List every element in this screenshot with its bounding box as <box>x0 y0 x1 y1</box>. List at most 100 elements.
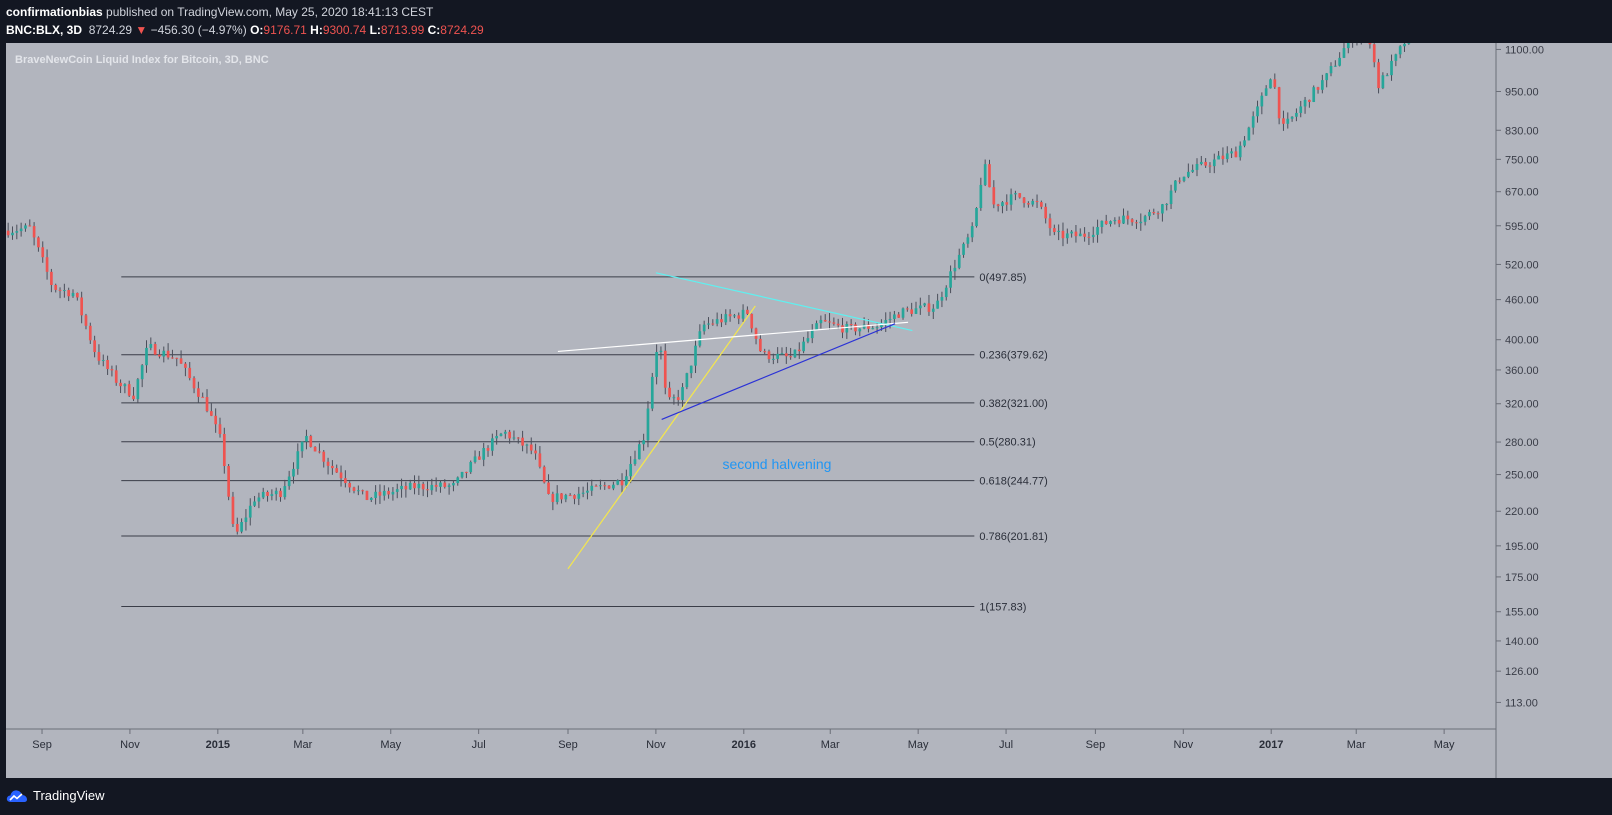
price-axis: 1100.00 950.00 830.00 750.00 670.00 595.00 520… <box>1496 44 1544 709</box>
candle-body <box>521 437 524 446</box>
candle-body <box>1372 44 1376 63</box>
candle-body <box>516 437 520 439</box>
candle-body <box>720 319 723 323</box>
candle-body <box>1204 161 1207 166</box>
candle-body <box>1100 220 1104 228</box>
down-arrow-icon: ▼ <box>135 23 148 37</box>
candle-body <box>612 484 615 489</box>
candle-body <box>179 358 183 364</box>
candle-body <box>819 319 823 324</box>
author-name[interactable]: confirmationbias <box>6 5 103 19</box>
candle-body <box>1230 151 1233 154</box>
candle-body <box>1264 88 1268 96</box>
candle-body <box>162 350 166 357</box>
candle-body <box>356 490 360 492</box>
time-tick-label: 2015 <box>206 739 230 751</box>
chart-area[interactable]: BraveNewCoin Liquid Index for Bitcoin, 3… <box>6 30 1612 778</box>
candle-body <box>1187 171 1190 177</box>
candle-body <box>884 320 888 324</box>
candle-body <box>1234 151 1238 158</box>
candle-body <box>1316 87 1320 90</box>
candle-body <box>210 411 213 416</box>
candle-body <box>270 494 274 496</box>
candle-body <box>1303 99 1307 107</box>
candle-body <box>136 379 140 400</box>
candle-body <box>1009 194 1013 205</box>
candle-body <box>1199 161 1203 164</box>
price-tick-label: 140.00 <box>1505 636 1539 648</box>
time-tick-label: Nov <box>1174 739 1194 751</box>
candle-body <box>1109 221 1112 225</box>
candle-body <box>1212 159 1216 167</box>
candle-body <box>551 493 555 503</box>
candle-body <box>1057 230 1060 233</box>
price-tick-label: 520.00 <box>1505 259 1539 271</box>
candle-body <box>1113 219 1117 222</box>
candle-body <box>378 491 382 496</box>
candle-body <box>45 257 49 272</box>
candle-body <box>231 496 235 524</box>
candle-body <box>806 338 810 342</box>
candle-body <box>802 341 805 352</box>
candle-body <box>512 437 516 439</box>
price-chart[interactable]: BraveNewCoin Liquid Index for Bitcoin, 3… <box>6 30 1612 778</box>
candle-body <box>106 360 109 370</box>
candle-body <box>1035 200 1039 203</box>
candle-body <box>1161 204 1164 214</box>
candle-body <box>944 287 948 298</box>
price-tick-label: 950.00 <box>1505 87 1539 99</box>
candle-body <box>1299 106 1303 113</box>
candle-body <box>1277 87 1281 119</box>
candle-body <box>698 331 702 346</box>
time-tick-label: Sep <box>32 739 52 751</box>
price-tick-label: 155.00 <box>1505 607 1539 619</box>
candle-body <box>1005 202 1009 205</box>
close-label: C: <box>427 23 441 37</box>
candle-body <box>348 483 352 488</box>
time-tick-label: Mar <box>821 739 840 751</box>
time-tick-label: Jul <box>999 739 1013 751</box>
candle-body <box>1251 116 1255 128</box>
candle-body <box>93 340 96 353</box>
fib-level-label: 0.382(321.00) <box>979 398 1048 410</box>
candle-body <box>1191 169 1195 172</box>
candle-body <box>1346 43 1350 49</box>
candle-body <box>300 441 304 452</box>
candle-body <box>478 456 481 460</box>
candle-body <box>41 247 45 258</box>
candle-body <box>1398 46 1402 55</box>
candles <box>6 30 1423 535</box>
candle-body <box>1018 193 1022 198</box>
fibonacci-retracement[interactable]: 0(497.85) 0.236(379.62) 0.382(321.00) 0.5(2… <box>121 272 1048 614</box>
time-tick-label: Nov <box>120 739 140 751</box>
candle-body <box>296 451 300 469</box>
candle-body <box>1390 60 1393 76</box>
candle-body <box>988 164 991 188</box>
candle-body <box>694 345 697 366</box>
price-tick-label: 595.00 <box>1505 221 1539 233</box>
candle-body <box>949 271 952 288</box>
candle-body <box>145 347 148 366</box>
candle-body <box>1342 48 1346 58</box>
price-tick-label: 113.00 <box>1505 697 1538 709</box>
candle-body <box>305 435 308 442</box>
candle-body <box>923 303 926 306</box>
candle-body <box>957 254 961 268</box>
candle-body <box>1385 75 1389 77</box>
candle-body <box>823 319 827 322</box>
tradingview-logo[interactable]: TradingView <box>6 788 105 803</box>
candle-body <box>525 444 529 446</box>
candle-body <box>750 313 754 329</box>
candle-body <box>88 325 92 341</box>
candle-body <box>1031 200 1035 205</box>
price-tick-label: 280.00 <box>1505 437 1539 449</box>
candle-body <box>119 382 122 387</box>
trendlines[interactable] <box>557 272 913 570</box>
annotations: second halvening <box>722 456 831 472</box>
header: confirmationbias published on TradingVie… <box>0 0 1612 44</box>
candle-body <box>335 468 339 473</box>
price-tick-label: 360.00 <box>1505 365 1539 377</box>
time-axis: Sep Nov 2015 Mar May Jul Sep Nov 2016 Mar May Jul Se… <box>32 729 1455 751</box>
candle-body <box>205 397 209 412</box>
price-axis-panel[interactable] <box>1496 43 1612 778</box>
